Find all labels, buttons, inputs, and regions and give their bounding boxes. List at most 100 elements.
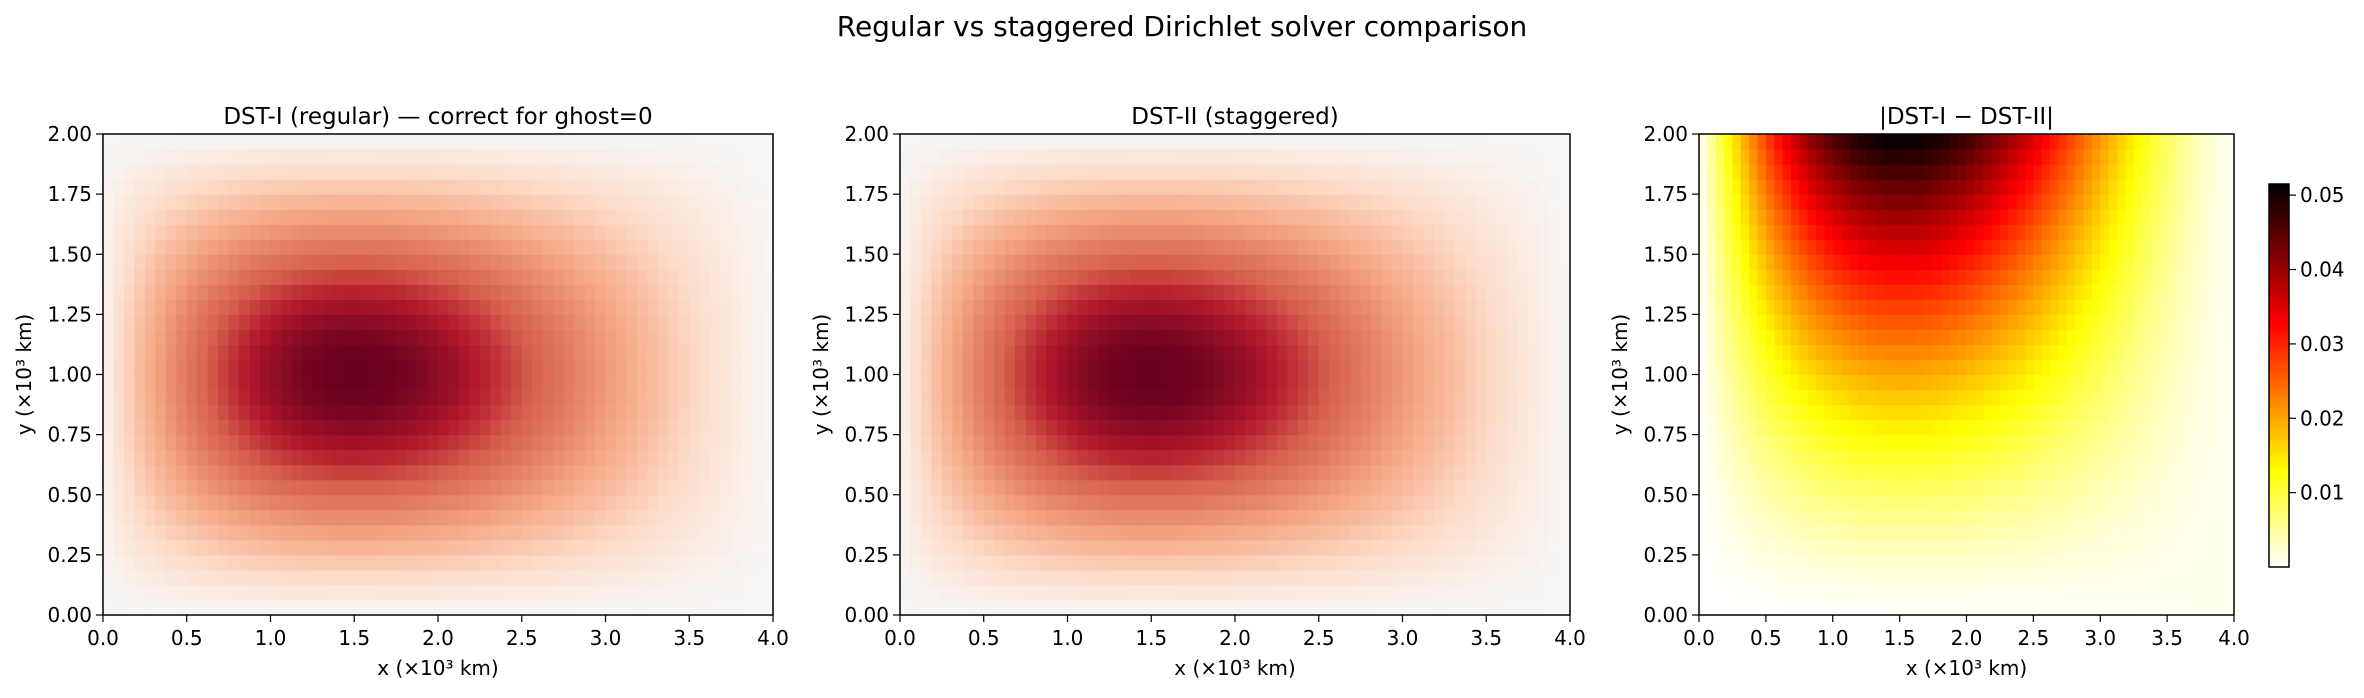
heatmap-cell (1204, 405, 1215, 421)
heatmap-cell (1319, 164, 1330, 180)
heatmap-cell (1497, 375, 1508, 391)
heatmap-cell (1329, 299, 1340, 315)
heatmap-cell (721, 435, 732, 451)
heatmap-cell (124, 465, 135, 481)
heatmap-cell (564, 134, 575, 150)
heatmap-cell (1950, 450, 1959, 466)
heatmap-cell (1758, 465, 1767, 481)
heatmap-cell (763, 149, 774, 165)
heatmap-cell (1183, 390, 1194, 406)
heatmap-cell (2075, 465, 2084, 481)
heatmap-cell (1340, 344, 1351, 360)
heatmap-cell (1172, 194, 1183, 210)
heatmap-cell (2134, 480, 2143, 496)
heatmap-cell (2008, 600, 2017, 616)
heatmap-cell (2142, 495, 2151, 511)
heatmap-cell (2100, 585, 2109, 601)
heatmap-cell (532, 435, 543, 451)
heatmap-cell (1476, 329, 1487, 345)
heatmap-cell (1423, 329, 1434, 345)
heatmap-cell (271, 450, 282, 466)
heatmap-cell (1741, 585, 1750, 601)
heatmap-cell (1916, 435, 1925, 451)
heatmap-cell (2109, 420, 2118, 436)
heatmap-cell (1036, 375, 1047, 391)
heatmap-cell (250, 194, 261, 210)
heatmap-cell (291, 555, 302, 571)
heatmap-cell (1741, 495, 1750, 511)
heatmap-cell (1120, 254, 1131, 270)
heatmap-cell (1298, 435, 1309, 451)
heatmap-cell (1486, 284, 1497, 300)
heatmap-cell (1444, 284, 1455, 300)
heatmap-cell (323, 585, 334, 601)
heatmap-cell (1560, 239, 1571, 255)
heatmap-cell (344, 269, 355, 285)
heatmap-cell (260, 239, 271, 255)
heatmap-cell (994, 254, 1005, 270)
heatmap-cell (134, 254, 145, 270)
heatmap-cell (900, 525, 911, 541)
heatmap-cell (1015, 390, 1026, 406)
heatmap-cell (1791, 570, 1800, 586)
heatmap-cell (134, 344, 145, 360)
heatmap-cell (532, 480, 543, 496)
heatmap-cell (1151, 570, 1162, 586)
heatmap-cell (1015, 284, 1026, 300)
heatmap-cell (1783, 525, 1792, 541)
heatmap-cell (1766, 450, 1775, 466)
heatmap-cell (1382, 344, 1393, 360)
heatmap-cell (921, 269, 932, 285)
heatmap-cell (2075, 435, 2084, 451)
heatmap-cell (1434, 420, 1445, 436)
heatmap-cell (742, 344, 753, 360)
heatmap-cell (553, 435, 564, 451)
heatmap-cell (1933, 465, 1942, 481)
heatmap-cell (1908, 570, 1917, 586)
heatmap-cell (763, 510, 774, 526)
heatmap-cell (218, 435, 229, 451)
heatmap-cell (1413, 359, 1424, 375)
heatmap-cell (166, 179, 177, 195)
heatmap-cell (1361, 299, 1372, 315)
heatmap-cell (469, 134, 480, 150)
heatmap-cell (1413, 570, 1424, 586)
heatmap-cell (448, 495, 459, 511)
heatmap-cell (1162, 194, 1173, 210)
heatmap-cell (1287, 164, 1298, 180)
heatmap-cell (1057, 344, 1068, 360)
heatmap-cell (1078, 239, 1089, 255)
heatmap-cell (1518, 194, 1529, 210)
heatmap-cell (1162, 405, 1173, 421)
heatmap-cell (1465, 254, 1476, 270)
heatmap-cell (354, 600, 365, 616)
heatmap-cell (574, 585, 585, 601)
heatmap-cell (1403, 555, 1414, 571)
heatmap-cell (1172, 134, 1183, 150)
heatmap-cell (1099, 359, 1110, 375)
x-tick-label: 0.5 (171, 626, 203, 650)
heatmap-cell (564, 480, 575, 496)
heatmap-cell (113, 495, 124, 511)
heatmap-cell (1036, 420, 1047, 436)
heatmap-cell (448, 149, 459, 165)
heatmap-cell (763, 164, 774, 180)
heatmap-cell (1078, 314, 1089, 330)
heatmap-cell (1392, 329, 1403, 345)
heatmap-cell (1026, 164, 1037, 180)
heatmap-cell (480, 570, 491, 586)
heatmap-cell (1099, 284, 1110, 300)
heatmap-cell (710, 585, 721, 601)
heatmap-cell (218, 540, 229, 556)
heatmap-cell (1975, 585, 1984, 601)
heatmap-cell (2142, 570, 2151, 586)
heatmap-cell (616, 329, 627, 345)
heatmap-cell (1287, 344, 1298, 360)
heatmap-cell (354, 525, 365, 541)
heatmap-cell (700, 194, 711, 210)
heatmap-cell (1183, 329, 1194, 345)
heatmap-cell (1883, 570, 1892, 586)
heatmap-cell (2167, 540, 2176, 556)
heatmap-cell (543, 344, 554, 360)
heatmap-cell (208, 239, 219, 255)
